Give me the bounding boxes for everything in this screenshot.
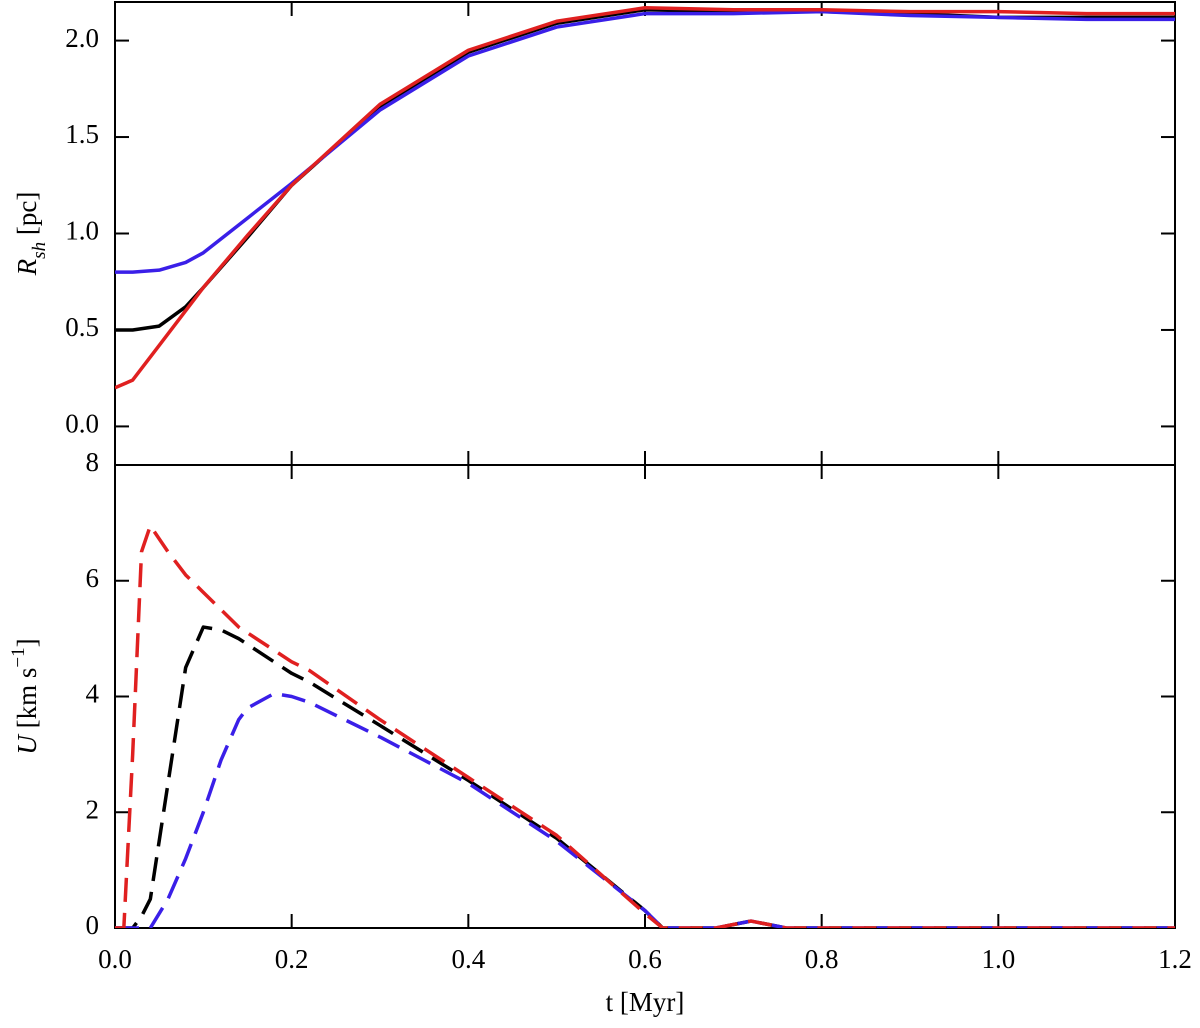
x-tick-label: 1.2 [1158,944,1192,974]
x-axis-label: t [Myr] [606,987,685,1017]
y-axis-label-part: [km s [12,668,42,736]
series-line [115,7,1175,332]
y-axis-label-part: −1 [8,647,29,667]
y-tick-label: 6 [86,563,100,593]
y-axis-label-part: [pc] [12,192,42,242]
x-tick-label: 1.0 [981,944,1015,974]
y-axis-label-part: sh [29,242,50,259]
y-tick-label: 2.0 [65,23,99,53]
x-tick-label: 0.4 [451,944,485,974]
y-tick-label: 1.0 [65,216,99,246]
y-axis-label-part: R [12,258,42,276]
series-line [115,6,1175,390]
plot-frame [114,464,1176,929]
x-tick-label: 0.0 [98,944,132,974]
x-tick-label: 0.2 [275,944,309,974]
series-line [115,625,1175,928]
series-line [115,9,1175,274]
y-tick-label: 0.5 [65,312,99,342]
y-axis-label: U [km s−1] [8,638,42,754]
y-tick-label: 0.0 [65,409,99,439]
y-tick-label: 0 [86,910,100,940]
y-axis-label-part: ] [12,638,42,647]
y-tick-label: 4 [86,679,100,709]
series-line [115,691,1175,928]
y-tick-label: 2 [86,794,100,824]
y-axis-label-part: U [12,734,42,755]
y-axis-label: Rsh [pc] [12,192,50,277]
y-tick-label: 1.5 [65,119,99,149]
plot-frame [114,1,1176,466]
y-tick-label: 8 [86,447,100,477]
series-line [115,524,1175,928]
x-tick-label: 0.6 [628,944,662,974]
x-tick-label: 0.8 [805,944,839,974]
